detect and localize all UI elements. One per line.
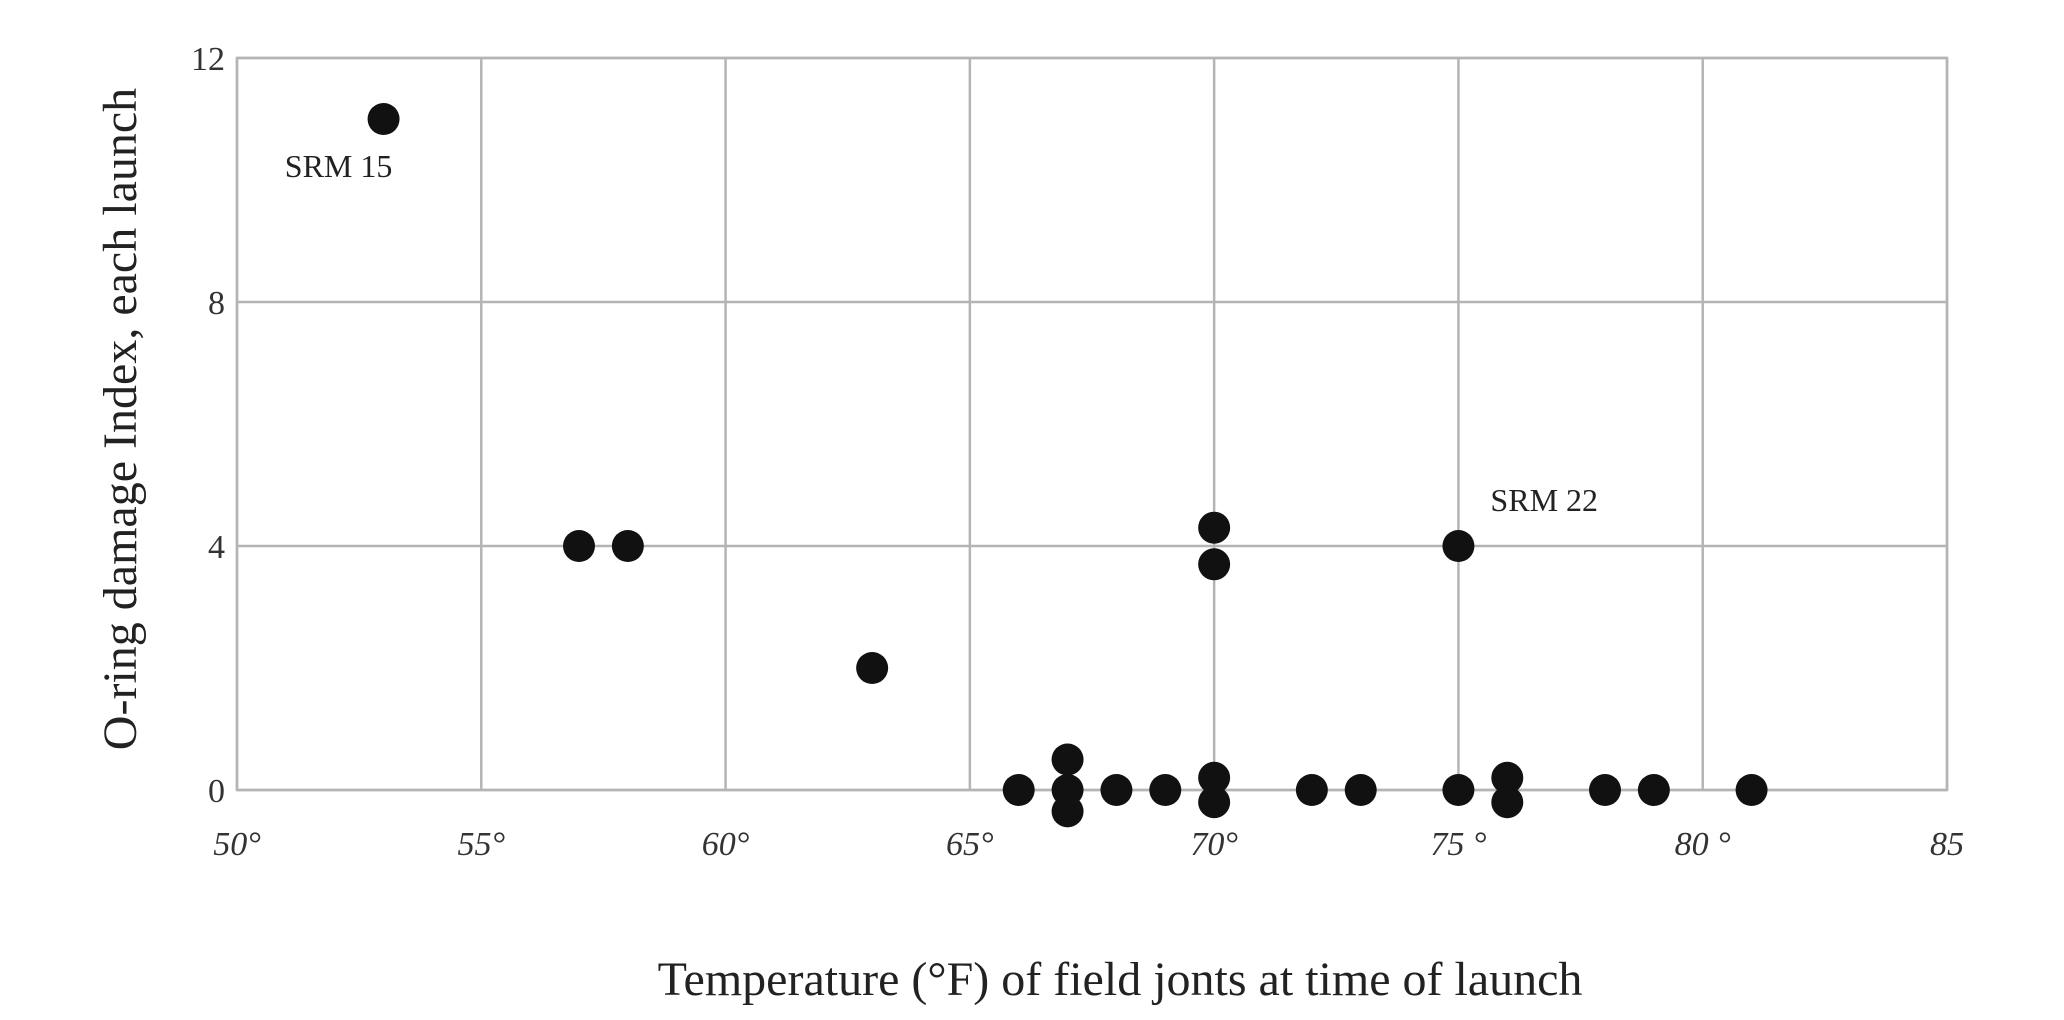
data-point-20 [1589,774,1621,806]
x-tick-label: 60° [702,826,750,863]
y-axis-ticks: 0 4 8 12 [191,41,225,810]
annotations: SRM 15 SRM 22 [285,148,1598,518]
data-point-12 [1198,761,1231,794]
x-axis-ticks: 50° 55° 60° 65° 70° 75 ° 80 ° 85 [213,826,1964,863]
data-point-13 [1198,786,1231,819]
x-tick-label: 85 [1930,826,1964,863]
data-point-0 [367,103,400,135]
data-point-7 [1051,795,1084,828]
data-point-19 [1491,786,1524,819]
x-tick-label: 55° [457,826,505,863]
y-tick-label: 4 [208,529,225,566]
data-point-14 [1295,774,1328,806]
y-tick-label: 8 [208,285,225,322]
data-point-8 [1100,774,1133,806]
data-point-18 [1491,761,1524,794]
x-tick-label: 70° [1190,826,1238,863]
y-tick-label: 0 [208,773,225,810]
annotation-label: SRM 15 [285,148,393,184]
data-point-2 [611,530,644,562]
data-point-11 [1198,548,1231,581]
x-tick-label: 80 ° [1675,826,1732,863]
x-tick-label: 75 ° [1430,826,1487,863]
data-point-15 [1344,774,1377,806]
grid [235,56,1949,792]
x-tick-label: 65° [946,826,994,863]
data-point-1 [563,530,595,562]
data-point-5 [1051,743,1084,776]
data-point-10 [1198,511,1231,544]
plot-frame [235,56,1949,792]
data-point-4 [1002,774,1035,806]
x-tick-label: 50° [213,826,261,863]
data-point-21 [1637,774,1670,806]
data-point-3 [856,652,889,684]
y-tick-label: 12 [191,41,225,78]
annotation-label: SRM 22 [1490,482,1598,518]
data-point-9 [1149,774,1182,806]
data-point-22 [1735,774,1768,806]
x-axis-label: Temperature (°F) of field jonts at time … [658,953,1583,1006]
data-point-16 [1442,530,1475,562]
y-axis-label: O-ring damage Index, each launch [94,88,147,750]
data-point-17 [1442,774,1475,806]
data-points [367,103,1768,828]
